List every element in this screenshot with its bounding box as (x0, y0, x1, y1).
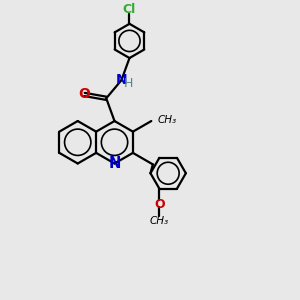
Text: O: O (154, 198, 165, 211)
Text: N: N (108, 156, 121, 171)
Text: Cl: Cl (123, 3, 136, 16)
Text: H: H (124, 77, 134, 90)
Text: N: N (116, 73, 127, 87)
Text: CH₃: CH₃ (157, 115, 176, 124)
Text: CH₃: CH₃ (150, 216, 169, 226)
Text: O: O (79, 88, 90, 101)
